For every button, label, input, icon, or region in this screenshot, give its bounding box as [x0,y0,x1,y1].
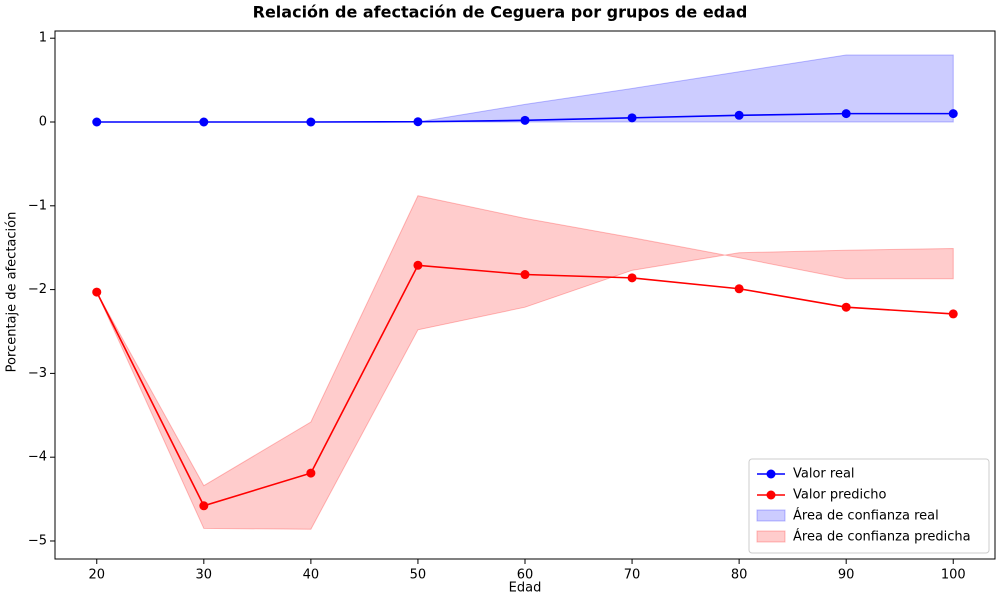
y-tick-label: −4 [28,450,47,465]
point [734,110,744,120]
legend-marker [766,490,776,500]
point [199,501,209,511]
point [92,117,102,127]
legend-marker [766,469,776,479]
point [199,117,209,127]
confidence-area [96,54,954,123]
y-tick-label: −1 [28,198,47,213]
point [520,270,530,280]
plot-frame [54,30,996,560]
point [413,117,423,127]
point [306,468,316,478]
x-tick-label: 50 [410,568,427,583]
y-axis-label: Porcentaje de afectación [5,212,20,373]
legend-label: Área de confianza real [793,508,939,524]
point [520,115,530,125]
x-axis-label: Edad [509,581,542,596]
x-tick-label: 100 [941,568,966,583]
point [841,109,851,119]
point [948,109,958,119]
point [627,273,637,283]
point [306,117,316,127]
point [413,260,423,270]
x-tick-label: 40 [303,568,320,583]
point [627,113,637,123]
x-tick-label: 30 [196,568,213,583]
x-tick-label: 60 [517,568,534,583]
point [841,302,851,312]
legend-label: Valor real [793,467,855,482]
chart-title: Relación de afectación de Ceguera por gr… [253,3,748,22]
legend-box [748,458,990,554]
legend-swatch [756,509,786,522]
point [92,287,102,297]
y-tick-label: 0 [39,115,47,130]
legend-swatch [756,530,786,543]
y-tick-label: −5 [28,533,47,548]
legend-label: Área de confianza predicha [793,529,971,545]
y-tick-label: −2 [28,282,47,297]
x-tick-label: 20 [88,568,105,583]
y-tick-label: −3 [28,366,47,381]
y-tick-label: 1 [39,31,47,46]
x-tick-label: 90 [838,568,855,583]
confidence-area [96,195,954,530]
x-tick-label: 70 [624,568,641,583]
point [948,309,958,319]
x-tick-label: 80 [731,568,748,583]
point [734,284,744,294]
legend-label: Valor predicho [793,488,886,503]
